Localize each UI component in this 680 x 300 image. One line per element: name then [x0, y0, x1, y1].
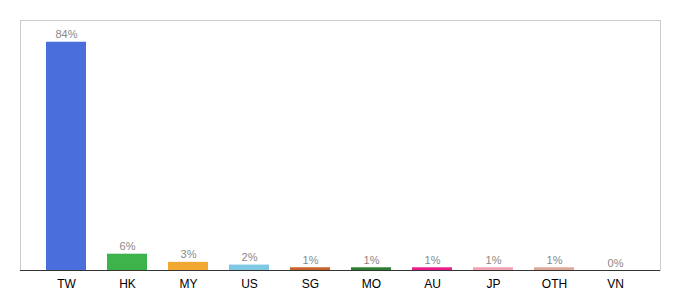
- svg-text:VN: VN: [607, 277, 624, 291]
- svg-text:6%: 6%: [120, 240, 136, 252]
- svg-text:HK: HK: [119, 277, 136, 291]
- svg-text:1%: 1%: [425, 254, 441, 266]
- svg-text:SG: SG: [302, 277, 319, 291]
- svg-text:MY: MY: [180, 277, 198, 291]
- svg-text:US: US: [241, 277, 258, 291]
- svg-text:OTH: OTH: [542, 277, 567, 291]
- svg-text:JP: JP: [486, 277, 500, 291]
- svg-text:1%: 1%: [303, 254, 319, 266]
- svg-text:0%: 0%: [608, 257, 624, 269]
- svg-text:84%: 84%: [55, 28, 77, 40]
- svg-text:1%: 1%: [364, 254, 380, 266]
- svg-text:1%: 1%: [486, 254, 502, 266]
- svg-text:AU: AU: [424, 277, 441, 291]
- svg-text:1%: 1%: [547, 254, 563, 266]
- svg-text:2%: 2%: [242, 251, 258, 263]
- svg-text:TW: TW: [57, 277, 76, 291]
- svg-text:3%: 3%: [181, 248, 197, 260]
- svg-text:MO: MO: [362, 277, 381, 291]
